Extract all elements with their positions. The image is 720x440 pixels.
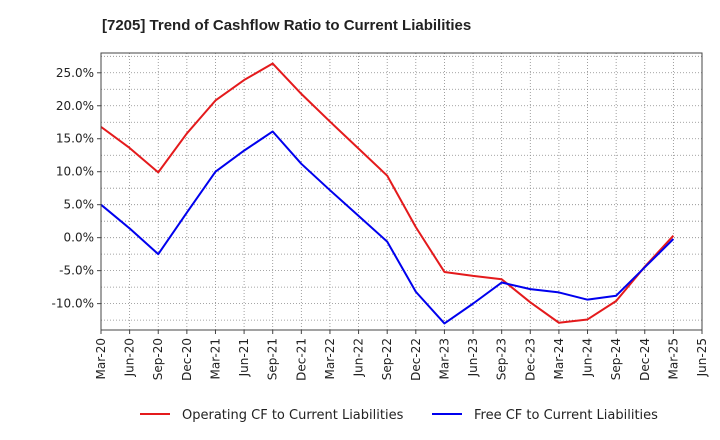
x-tick-label: Mar-23 — [437, 338, 451, 379]
plot-area — [101, 53, 702, 330]
x-tick-label: Sep-21 — [266, 338, 280, 380]
y-axis: 25.0% 20.0% 15.0% 10.0% 5.0% 0.0% -5.0% -10.0% — [52, 66, 101, 311]
x-tick-label: Dec-24 — [638, 338, 652, 381]
y-tick-label: 20.0% — [56, 99, 94, 113]
x-axis: Mar-20 Jun-20 Sep-20 Dec-20 Mar-21 Jun-21 Sep-… — [94, 330, 709, 381]
x-tick-label: Jun-20 — [123, 338, 137, 377]
y-tick-label: 10.0% — [56, 165, 94, 179]
x-tick-label: Jun-23 — [466, 338, 480, 377]
legend-label-2: Free CF to Current Liabilities — [474, 408, 658, 423]
x-tick-label: Dec-22 — [409, 338, 423, 381]
y-tick-label: 25.0% — [56, 66, 94, 80]
x-tick-label: Jun-24 — [581, 338, 595, 377]
x-tick-label: Jun-21 — [237, 338, 251, 377]
x-tick-label: Jun-25 — [695, 338, 709, 377]
x-tick-label: Mar-25 — [666, 338, 680, 379]
series-line-1 — [100, 62, 675, 324]
x-tick-label: Sep-22 — [380, 338, 394, 380]
y-tick-label: -10.0% — [52, 297, 94, 311]
x-tick-label: Mar-24 — [552, 338, 566, 379]
y-tick-label: 5.0% — [64, 198, 95, 212]
legend-label-1: Operating CF to Current Liabilities — [182, 408, 404, 423]
x-tick-label: Mar-22 — [323, 338, 337, 379]
legend: Operating CF to Current Liabilities Free … — [140, 408, 658, 423]
x-tick-label: Sep-20 — [151, 338, 165, 380]
x-tick-label: Jun-22 — [352, 338, 366, 377]
grid — [100, 53, 703, 330]
y-tick-label: -5.0% — [59, 264, 94, 278]
series-line-2 — [100, 130, 675, 325]
y-tick-label: 15.0% — [56, 132, 94, 146]
x-tick-label: Dec-21 — [294, 338, 308, 381]
plot-border — [100, 52, 703, 331]
x-tick-label: Mar-21 — [208, 338, 222, 379]
x-tick-label: Mar-20 — [94, 338, 108, 379]
y-tick-label: 0.0% — [64, 231, 95, 245]
x-tick-label: Dec-20 — [180, 338, 194, 381]
chart-title: [7205] Trend of Cashflow Ratio to Curren… — [102, 17, 471, 34]
series-lines — [100, 62, 675, 325]
x-tick-label: Sep-23 — [495, 338, 509, 380]
x-tick-label: Dec-23 — [523, 338, 537, 381]
x-tick-label: Sep-24 — [609, 338, 623, 380]
